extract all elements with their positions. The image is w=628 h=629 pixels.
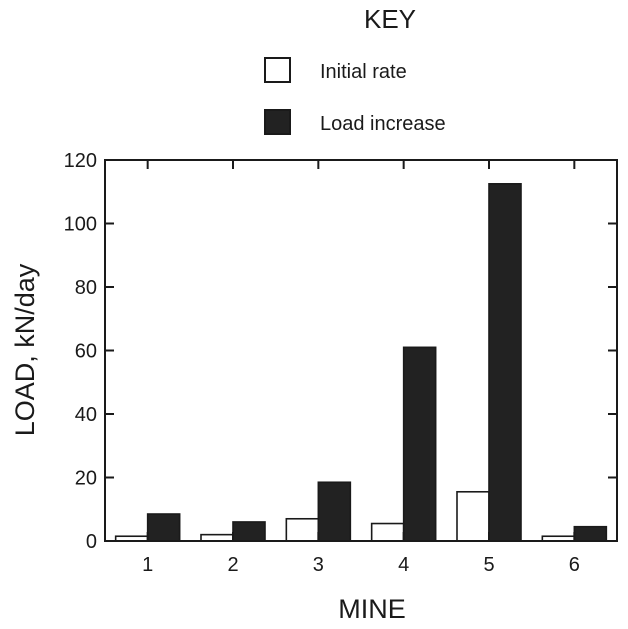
x-tick-label-mine-5: 5 (483, 554, 494, 576)
legend-label-load-increase: Load increase (320, 113, 446, 135)
y-tick-label-0: 0 (86, 531, 97, 553)
bar-initial-rate-mine-4 (370, 522, 405, 542)
x-tick-label-mine-4: 4 (398, 554, 409, 576)
bar-initial-rate-mine-5 (456, 490, 490, 542)
y-tick-label-20: 20 (75, 468, 97, 490)
x-tick-label-mine-2: 2 (227, 554, 238, 576)
y-tick-label-60: 60 (75, 341, 97, 363)
legend-swatch-load-increase (264, 109, 291, 135)
bar-load-increase-mine-4 (402, 346, 437, 542)
y-tick-label-40: 40 (75, 404, 97, 426)
y-tick-label-80: 80 (75, 277, 97, 299)
plot-frame (104, 159, 618, 542)
legend-title: KEY (364, 4, 416, 34)
x-tick-label-mine-1: 1 (142, 554, 153, 576)
bar-load-increase-mine-1 (146, 513, 181, 542)
y-tick-label-120: 120 (64, 150, 97, 172)
x-tick-label-mine-6: 6 (569, 554, 580, 576)
bar-initial-rate-mine-3 (285, 517, 320, 542)
x-tick-label-mine-3: 3 (313, 554, 324, 576)
bar-load-increase-mine-6 (573, 525, 608, 542)
legend-label-initial-rate: Initial rate (320, 61, 407, 83)
bar-load-increase-mine-5 (488, 183, 522, 542)
plot-area: 0 20 40 60 80 100 120 1 2 3 4 5 6 (64, 150, 618, 576)
y-tick-label-100: 100 (64, 214, 97, 236)
bar-load-increase-mine-2 (232, 521, 266, 542)
legend: Initial rate Load increase (264, 57, 446, 135)
legend-swatch-initial-rate (264, 57, 291, 83)
y-axis-label: LOAD, kN/day (10, 263, 40, 436)
x-axis-label: MINE (338, 594, 406, 624)
bar-load-increase-mine-3 (317, 481, 352, 542)
